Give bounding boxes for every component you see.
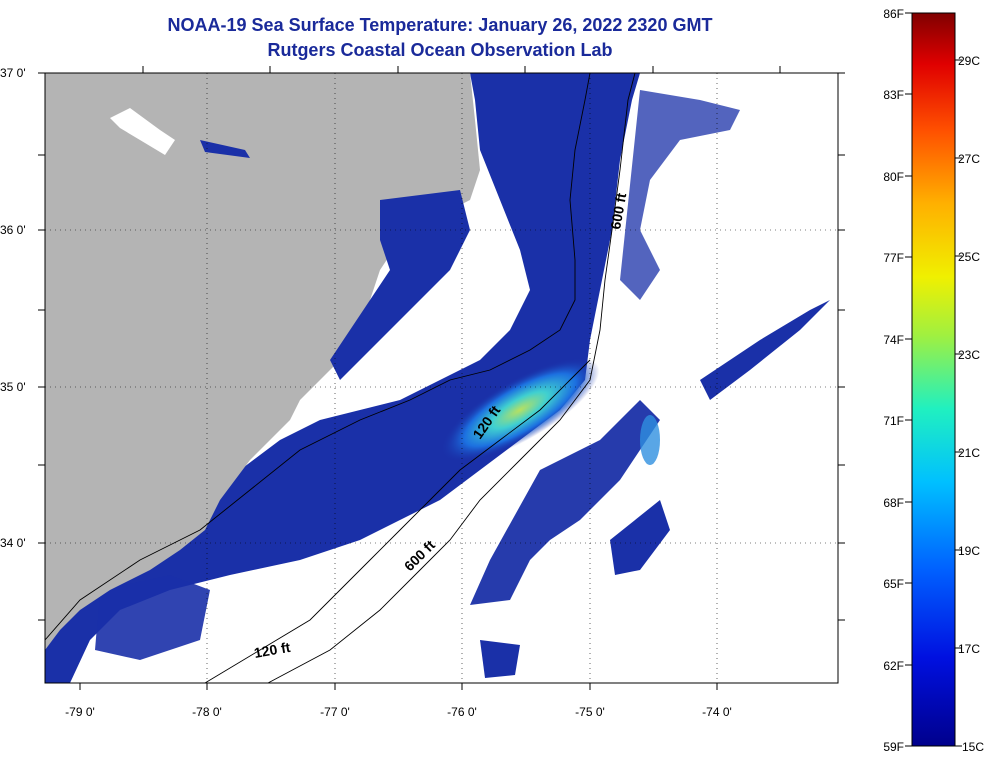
isobath-label-120-south: 120 ft <box>253 639 292 661</box>
colorbar-f-label: 83F <box>883 88 904 102</box>
colorbar-c-label: 15C <box>962 740 984 754</box>
lon-label: -74 0' <box>702 705 732 719</box>
lat-label: 34 0' <box>0 536 26 550</box>
map-title: NOAA-19 Sea Surface Temperature: January… <box>167 15 713 35</box>
lon-label: -75 0' <box>575 705 605 719</box>
colorbar-ticks <box>905 12 962 747</box>
colorbar-f-label: 80F <box>883 170 904 184</box>
axis-ticks <box>38 66 845 690</box>
lake-icon <box>110 108 175 155</box>
colorbar-c-label: 23C <box>958 348 980 362</box>
warm-patch <box>640 415 660 465</box>
colorbar-c-label: 17C <box>958 642 980 656</box>
colorbar-c-label: 19C <box>958 544 980 558</box>
pamlico-sound <box>330 190 470 380</box>
lon-label: -76 0' <box>447 705 477 719</box>
colorbar-f-label: 74F <box>883 333 904 347</box>
map-subtitle: Rutgers Coastal Ocean Observation Lab <box>267 40 613 60</box>
sound-inlet <box>200 140 250 158</box>
isobath-label-600-north: 600 ft <box>607 191 629 230</box>
isobath-lines <box>44 72 636 684</box>
colorbar-f-label: 65F <box>883 577 904 591</box>
colorbar-f-label: 77F <box>883 251 904 265</box>
colorbar-f-label: 68F <box>883 496 904 510</box>
map-frame <box>44 72 839 684</box>
colorbar-c-label: 27C <box>958 152 980 166</box>
colorbar-f-label: 62F <box>883 659 904 673</box>
lon-label: -78 0' <box>192 705 222 719</box>
warm-filament <box>440 358 600 462</box>
colorbar-c-label: 21C <box>958 446 980 460</box>
colorbar-f-label: 71F <box>883 414 904 428</box>
colorbar-f-label: 86F <box>883 7 904 21</box>
lat-label: 36 0' <box>0 223 26 237</box>
lon-label: -77 0' <box>320 705 350 719</box>
lat-label: 37 0' <box>0 66 26 80</box>
land-mass <box>45 73 480 650</box>
lat-label: 35 0' <box>0 380 26 394</box>
colorbar-f-label: 59F <box>883 740 904 754</box>
colorbar-c-label: 29C <box>958 54 980 68</box>
colorbar-c-label: 25C <box>958 250 980 264</box>
lon-label: -79 0' <box>65 705 95 719</box>
colorbar <box>911 12 956 747</box>
